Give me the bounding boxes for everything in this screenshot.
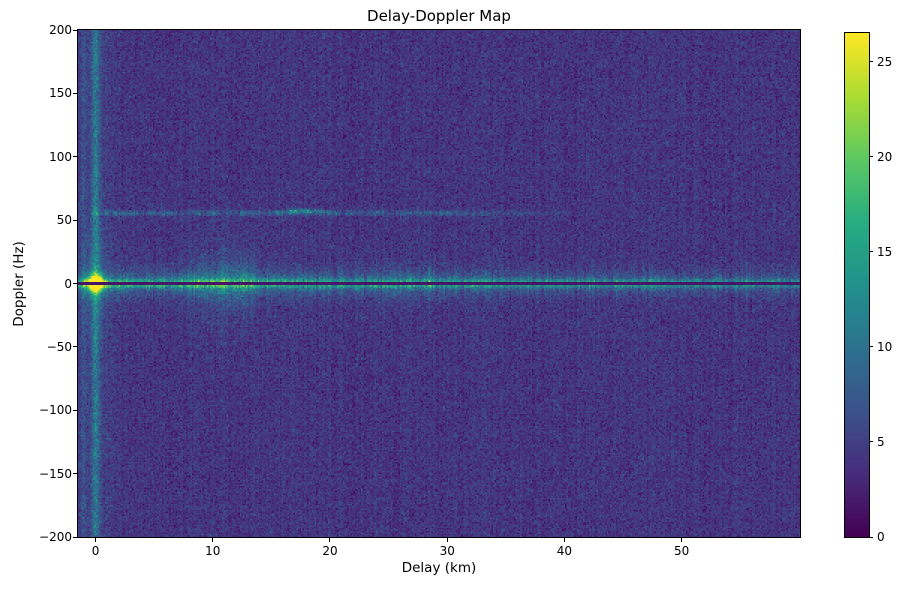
x-tick-label: 20	[322, 544, 338, 558]
colorbar-tick-mark	[869, 61, 873, 63]
colorbar-canvas	[845, 33, 869, 537]
x-tick-mark	[329, 538, 331, 542]
y-tick-label: −200	[39, 530, 72, 544]
chart-title: Delay-Doppler Map	[367, 7, 511, 25]
x-tick-label: 40	[556, 544, 573, 558]
y-tick-label: 200	[49, 23, 72, 37]
heatmap-canvas	[78, 30, 800, 537]
y-tick-mark	[73, 346, 77, 348]
colorbar-tick-mark	[869, 536, 873, 538]
y-tick-mark	[73, 92, 77, 94]
colorbar-tick-mark	[869, 441, 873, 443]
colorbar-tick-label: 25	[877, 54, 893, 69]
x-axis-label: Delay (km)	[401, 560, 477, 576]
x-tick-label: 30	[439, 544, 455, 558]
colorbar-tick-label: 0	[877, 530, 885, 544]
x-tick-mark	[563, 538, 565, 542]
y-tick-label: 150	[49, 86, 72, 101]
x-tick-mark	[681, 538, 683, 542]
y-tick-mark	[73, 473, 77, 475]
y-tick-label: 100	[49, 149, 72, 164]
colorbar-tick-mark	[869, 156, 873, 158]
y-axis-label: Doppler (Hz)	[11, 241, 27, 327]
colorbar-tick-label: 15	[877, 244, 893, 259]
y-tick-mark	[73, 29, 77, 31]
colorbar-tick-label: 10	[877, 339, 893, 354]
y-tick-label: −100	[39, 403, 72, 418]
y-tick-mark	[73, 219, 77, 221]
y-tick-label: 0	[64, 276, 72, 291]
x-tick-mark	[212, 538, 214, 542]
y-tick-mark	[73, 409, 77, 411]
y-tick-label: 50	[56, 213, 72, 228]
x-tick-label: 0	[91, 544, 100, 558]
x-tick-mark	[95, 538, 97, 542]
y-tick-label: −150	[39, 466, 72, 481]
y-tick-label: −50	[46, 339, 72, 354]
x-tick-label: 50	[673, 544, 690, 558]
colorbar-tick-mark	[869, 346, 873, 348]
y-tick-mark	[73, 283, 77, 284]
x-tick-label: 10	[205, 544, 221, 558]
x-tick-mark	[446, 538, 448, 542]
colorbar-tick-label: 5	[877, 434, 885, 449]
colorbar-tick-label: 20	[877, 149, 893, 164]
y-tick-mark	[73, 156, 77, 158]
y-tick-mark	[73, 536, 77, 538]
colorbar-tick-mark	[869, 251, 873, 253]
